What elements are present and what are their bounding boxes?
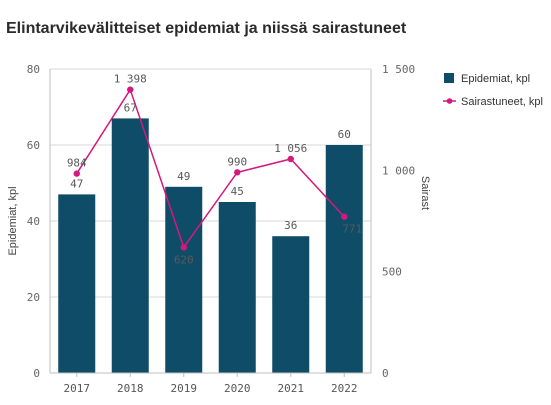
bar [58, 194, 96, 373]
data-labels: 47 67 49 45 36 60 984 1 398 620 990 1 056 771 [67, 73, 362, 267]
y-right-tick-label: 1 000 [382, 164, 415, 177]
bar-value-label: 36 [284, 219, 297, 232]
x-tick-label: 2019 [171, 382, 198, 395]
bar-value-label: 49 [177, 170, 190, 183]
y-left-axis-title: Epidemiat, kpl [7, 186, 19, 255]
line-point [287, 155, 294, 163]
line-point [234, 169, 241, 176]
chart-title: Elintarvikevälitteiset epidemiat ja niis… [6, 20, 407, 37]
line-point [73, 170, 80, 177]
axes: 0 20 40 60 80 0 500 1 000 1 500 2017 2018 2019 2020 2… [7, 63, 431, 395]
line-value-label: 620 [174, 253, 194, 266]
bar-value-label: 60 [338, 128, 351, 141]
y-left-tick-label: 20 [27, 291, 40, 304]
bar [272, 236, 310, 373]
y-left-tick-label: 0 [33, 367, 40, 380]
line-value-label: 1 056 [274, 142, 307, 155]
bar [111, 118, 149, 374]
line-point [180, 244, 187, 251]
line-value-label: 1 398 [114, 73, 147, 86]
line-value-label: 990 [227, 155, 247, 168]
y-left-tick-label: 40 [27, 215, 40, 228]
x-tick-label: 2022 [331, 382, 358, 395]
legend-bar-label: Epidemiat, kpl [461, 73, 530, 85]
bar [325, 145, 363, 373]
bar [165, 186, 203, 373]
y-left-tick-label: 80 [27, 63, 40, 76]
y-right-tick-label: 500 [382, 266, 402, 279]
y-right-tick-label: 0 [382, 367, 389, 380]
line-value-label: 771 [342, 223, 362, 236]
x-tick-label: 2021 [278, 382, 305, 395]
line-value-label: 984 [67, 157, 87, 170]
legend-line-label: Sairastuneet, kpl [461, 96, 543, 108]
bar-value-label: 45 [231, 185, 244, 198]
line-point [341, 213, 348, 220]
y-left-tick-label: 60 [27, 139, 40, 152]
x-tick-label: 2017 [64, 382, 91, 395]
legend-line-marker [446, 98, 453, 104]
bar-value-label: 47 [70, 177, 83, 190]
gridlines [50, 68, 371, 374]
bar [218, 202, 256, 373]
bar-value-label: 67 [124, 101, 137, 114]
y-right-tick-label: 1 500 [382, 63, 415, 76]
line-path [76, 87, 345, 249]
x-tick-label: 2020 [224, 382, 251, 395]
line-point [127, 86, 134, 93]
legend: Epidemiat, kpl Sairastuneet, kpl [443, 73, 543, 108]
line-series [73, 86, 348, 251]
x-tick-label: 2018 [117, 382, 144, 395]
y-right-axis-title: Sairast [419, 176, 431, 210]
bar-series [58, 118, 363, 374]
legend-bar-swatch [444, 73, 454, 83]
